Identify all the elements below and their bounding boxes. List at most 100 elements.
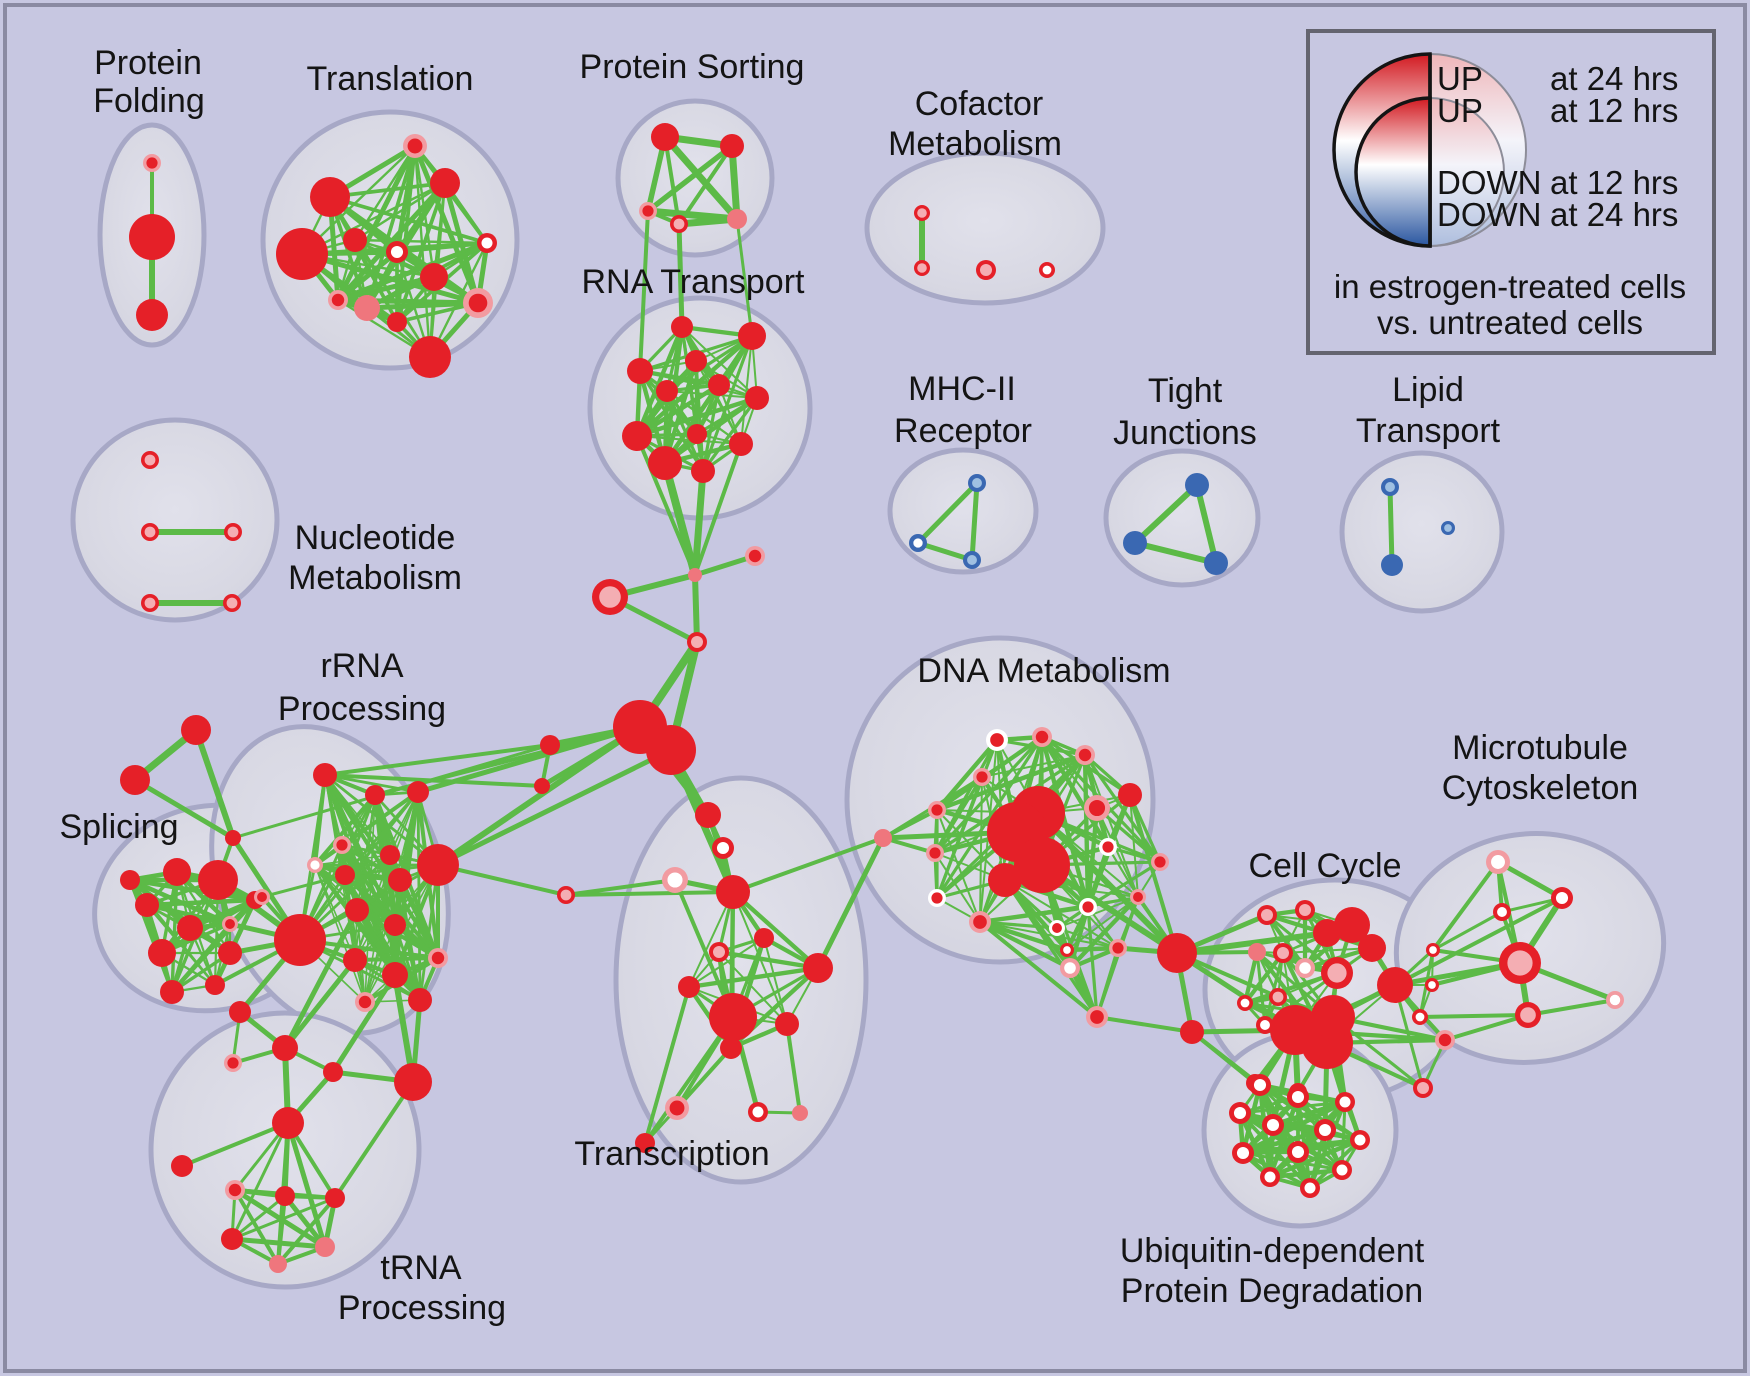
gene-node[interactable] [695, 802, 721, 828]
gene-node[interactable] [1060, 943, 1074, 957]
gene-node[interactable] [272, 1035, 298, 1061]
gene-node[interactable] [1060, 958, 1080, 978]
gene-node[interactable] [914, 205, 930, 221]
gene-node[interactable] [622, 421, 652, 451]
gene-node[interactable] [1377, 967, 1413, 1003]
gene-node[interactable] [477, 233, 497, 253]
gene-node[interactable] [163, 858, 191, 886]
gene-node[interactable] [1300, 1178, 1320, 1198]
gene-node[interactable] [335, 865, 355, 885]
gene-node[interactable] [708, 374, 730, 396]
gene-node[interactable] [687, 424, 707, 444]
gene-node[interactable] [665, 1096, 689, 1120]
gene-node[interactable] [160, 980, 184, 1004]
gene-node[interactable] [648, 446, 682, 480]
gene-node[interactable] [928, 889, 946, 907]
gene-node[interactable] [745, 386, 769, 410]
gene-node[interactable] [325, 1188, 345, 1208]
gene-node[interactable] [222, 916, 238, 932]
gene-node[interactable] [1256, 1016, 1274, 1034]
gene-node[interactable] [254, 889, 270, 905]
gene-node[interactable] [1109, 939, 1127, 957]
gene-node[interactable] [1381, 478, 1399, 496]
gene-node[interactable] [430, 168, 460, 198]
gene-node[interactable] [365, 785, 385, 805]
gene-node[interactable] [1262, 1114, 1284, 1136]
gene-node[interactable] [986, 729, 1008, 751]
gene-node[interactable] [540, 735, 560, 755]
gene-node[interactable] [1257, 905, 1277, 925]
gene-node[interactable] [709, 993, 757, 1041]
gene-node[interactable] [315, 1237, 335, 1257]
gene-node[interactable] [269, 1255, 287, 1273]
gene-node[interactable] [1229, 1102, 1251, 1124]
gene-node[interactable] [976, 260, 996, 280]
gene-node[interactable] [639, 202, 657, 220]
gene-node[interactable] [1311, 995, 1355, 1039]
gene-node[interactable] [1151, 853, 1169, 871]
gene-node[interactable] [727, 209, 747, 229]
gene-node[interactable] [275, 1186, 295, 1206]
gene-node[interactable] [1426, 943, 1440, 957]
gene-node[interactable] [969, 911, 991, 933]
gene-node[interactable] [420, 263, 448, 291]
gene-node[interactable] [143, 154, 161, 172]
gene-node[interactable] [387, 312, 407, 332]
gene-node[interactable] [141, 451, 159, 469]
gene-node[interactable] [754, 928, 774, 948]
gene-node[interactable] [1086, 1006, 1108, 1028]
gene-node[interactable] [148, 939, 176, 967]
gene-node[interactable] [1039, 262, 1055, 278]
gene-node[interactable] [973, 768, 991, 786]
gene-node[interactable] [313, 763, 337, 787]
gene-node[interactable] [662, 867, 688, 893]
gene-node[interactable] [1099, 838, 1117, 856]
gene-node[interactable] [1606, 991, 1624, 1009]
gene-node[interactable] [1232, 1142, 1254, 1164]
gene-node[interactable] [656, 380, 678, 402]
gene-node[interactable] [1350, 1130, 1370, 1150]
gene-node[interactable] [709, 942, 729, 962]
gene-node[interactable] [1204, 551, 1228, 575]
gene-node[interactable] [141, 594, 159, 612]
gene-node[interactable] [716, 875, 750, 909]
gene-node[interactable] [386, 241, 408, 263]
gene-node[interactable] [1486, 850, 1510, 874]
gene-node[interactable] [1185, 473, 1209, 497]
gene-node[interactable] [745, 546, 765, 566]
gene-node[interactable] [307, 857, 323, 873]
gene-node[interactable] [1313, 919, 1341, 947]
gene-node[interactable] [670, 215, 688, 233]
gene-node[interactable] [729, 432, 753, 456]
gene-node[interactable] [221, 1228, 243, 1250]
gene-node[interactable] [1180, 1020, 1204, 1044]
gene-node[interactable] [428, 948, 448, 968]
gene-node[interactable] [720, 1037, 742, 1059]
gene-node[interactable] [120, 765, 150, 795]
gene-node[interactable] [928, 801, 946, 819]
gene-node[interactable] [557, 886, 575, 904]
gene-node[interactable] [1435, 1030, 1455, 1050]
gene-node[interactable] [1157, 933, 1197, 973]
gene-node[interactable] [1334, 907, 1370, 943]
gene-node[interactable] [1425, 978, 1439, 992]
gene-node[interactable] [198, 860, 238, 900]
gene-node[interactable] [272, 1107, 304, 1139]
gene-node[interactable] [914, 260, 930, 276]
gene-node[interactable] [1123, 531, 1147, 555]
gene-node[interactable] [1079, 898, 1097, 916]
gene-node[interactable] [1335, 1092, 1355, 1112]
gene-node[interactable] [1332, 1160, 1352, 1180]
gene-node[interactable] [592, 579, 628, 615]
gene-node[interactable] [909, 534, 927, 552]
gene-node[interactable] [354, 295, 380, 321]
gene-node[interactable] [408, 988, 432, 1012]
gene-node[interactable] [687, 632, 707, 652]
gene-node[interactable] [135, 893, 159, 917]
gene-node[interactable] [218, 941, 242, 965]
gene-node[interactable] [1295, 958, 1315, 978]
gene-node[interactable] [646, 725, 696, 775]
gene-node[interactable] [688, 568, 702, 582]
gene-node[interactable] [1248, 943, 1266, 961]
gene-node[interactable] [1413, 1078, 1433, 1098]
